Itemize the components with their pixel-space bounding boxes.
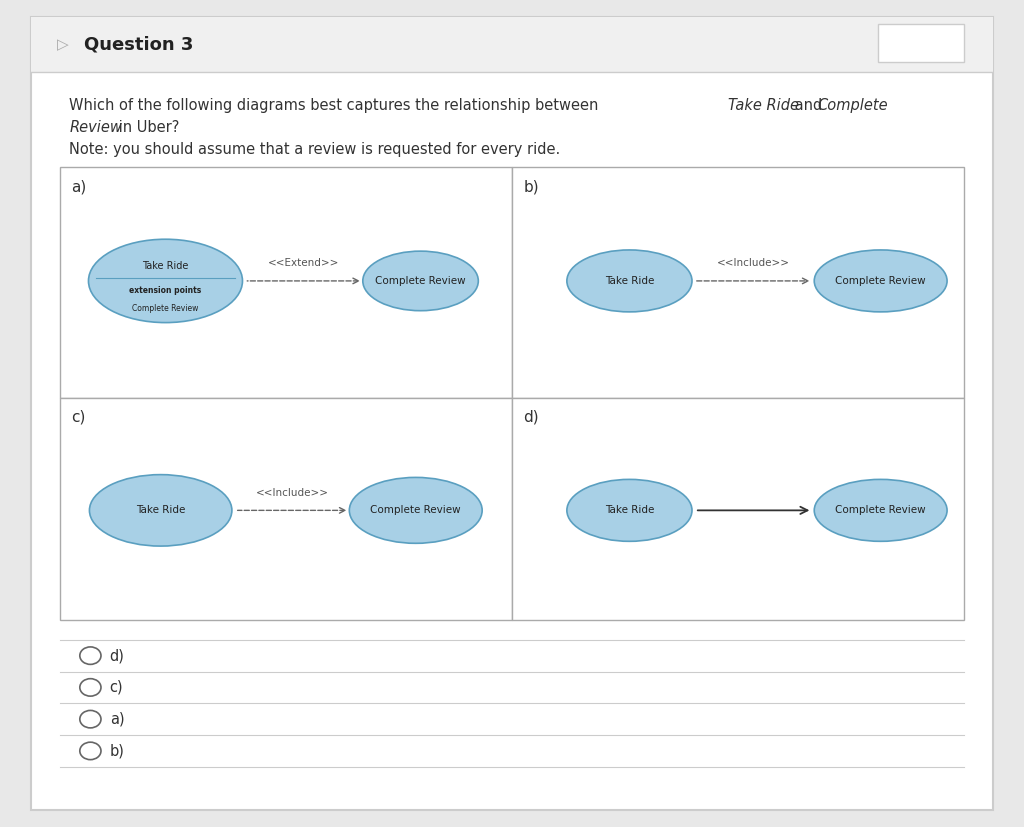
Text: b): b) — [523, 179, 540, 194]
Text: d): d) — [523, 409, 540, 424]
Text: c): c) — [71, 409, 86, 424]
Ellipse shape — [362, 251, 478, 311]
Text: Complete Review: Complete Review — [132, 304, 199, 313]
FancyBboxPatch shape — [512, 167, 965, 398]
Text: and: and — [791, 98, 827, 113]
FancyBboxPatch shape — [878, 25, 965, 62]
Text: extension points: extension points — [129, 286, 202, 295]
Text: in Uber?: in Uber? — [115, 120, 180, 135]
Text: Take Ride: Take Ride — [142, 261, 188, 271]
Circle shape — [80, 710, 101, 728]
Text: Note: you should assume that a review is requested for every ride.: Note: you should assume that a review is… — [70, 142, 560, 157]
Ellipse shape — [567, 480, 692, 542]
Text: Complete Review: Complete Review — [836, 276, 926, 286]
Text: ▷: ▷ — [56, 37, 69, 52]
Text: d): d) — [110, 648, 125, 663]
Text: a): a) — [110, 712, 124, 727]
Text: <<Include>>: <<Include>> — [256, 488, 329, 498]
Text: Which of the following diagrams best captures the relationship between: Which of the following diagrams best cap… — [70, 98, 603, 113]
Text: Review: Review — [70, 120, 122, 135]
Text: <<Include>>: <<Include>> — [717, 259, 790, 269]
Text: Complete Review: Complete Review — [836, 505, 926, 515]
Ellipse shape — [814, 250, 947, 312]
Ellipse shape — [349, 477, 482, 543]
Text: a): a) — [71, 179, 86, 194]
Ellipse shape — [814, 480, 947, 542]
Text: Take Ride: Take Ride — [136, 505, 185, 515]
Circle shape — [80, 647, 101, 664]
Ellipse shape — [88, 239, 243, 323]
Text: Complete Review: Complete Review — [375, 276, 466, 286]
Text: Complete: Complete — [817, 98, 888, 113]
FancyBboxPatch shape — [59, 398, 512, 620]
FancyBboxPatch shape — [31, 17, 993, 72]
FancyBboxPatch shape — [512, 398, 965, 620]
Text: Complete Review: Complete Review — [371, 505, 461, 515]
Ellipse shape — [89, 475, 231, 546]
Text: Take Ride: Take Ride — [605, 505, 654, 515]
Circle shape — [80, 742, 101, 760]
Text: c): c) — [110, 680, 123, 695]
Text: Take Ride: Take Ride — [728, 98, 799, 113]
Ellipse shape — [567, 250, 692, 312]
Text: Take Ride: Take Ride — [605, 276, 654, 286]
FancyBboxPatch shape — [31, 17, 993, 810]
Circle shape — [80, 679, 101, 696]
Text: b): b) — [110, 743, 125, 758]
Text: <<Extend>>: <<Extend>> — [268, 259, 339, 269]
Text: Question 3: Question 3 — [84, 36, 194, 53]
FancyBboxPatch shape — [59, 167, 512, 398]
